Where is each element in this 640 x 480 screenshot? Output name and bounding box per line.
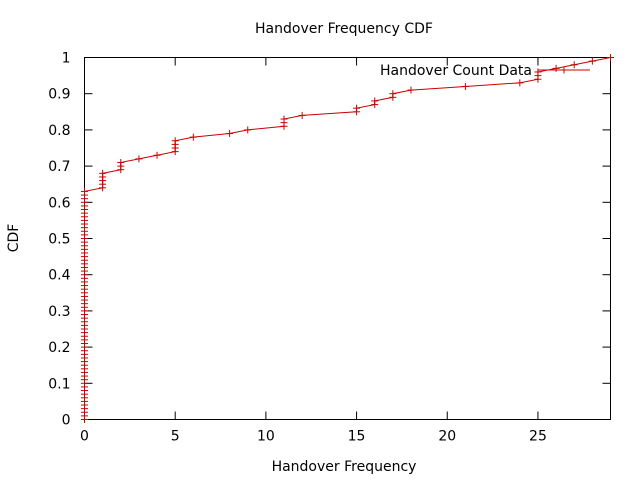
y-tick-label: 0.3	[48, 304, 70, 320]
y-tick-label: 0.5	[48, 232, 70, 248]
x-tick-label: 20	[438, 429, 456, 445]
x-tick-label: 0	[80, 429, 89, 445]
data-point	[189, 133, 197, 141]
data-point	[298, 111, 306, 119]
data-point	[99, 169, 107, 177]
data-point	[588, 57, 596, 65]
y-tick-label: 0.6	[48, 195, 70, 211]
data-point	[607, 54, 614, 61]
y-tick-label: 0.4	[48, 268, 70, 284]
y-tick-label: 0.9	[48, 87, 70, 103]
data-point	[407, 86, 415, 94]
data-point	[117, 158, 125, 166]
x-tick-label: 15	[348, 429, 366, 445]
data-point	[81, 187, 88, 195]
x-axis-label: Handover Frequency	[272, 459, 417, 475]
chart-title: Handover Frequency CDF	[255, 21, 433, 37]
data-point	[280, 115, 288, 123]
legend-label: Handover Count Data	[380, 63, 532, 79]
data-point	[135, 155, 143, 163]
data-point	[171, 137, 179, 145]
y-tick-label: 0	[62, 413, 71, 429]
data-point	[226, 130, 234, 138]
legend-marker	[560, 66, 568, 74]
legend: Handover Count Data	[380, 63, 590, 79]
data-point	[570, 61, 578, 69]
plot-frame	[84, 57, 611, 420]
x-tick-label: 25	[529, 429, 547, 445]
y-tick-label: 0.8	[48, 123, 70, 139]
axis-ticks: 0 5 10 15 20 25 0 0.1 0.2 0.3 0.4 0.5 0.6 0.7 0.8 0.9 1	[48, 51, 611, 445]
data-point	[516, 79, 524, 87]
data-point	[244, 126, 252, 134]
data-point	[534, 68, 542, 76]
y-tick-label: 0.7	[48, 159, 70, 175]
data-point	[371, 97, 379, 105]
series-layer	[81, 54, 614, 423]
data-point	[353, 104, 361, 112]
data-point	[389, 90, 397, 98]
y-tick-label: 1	[62, 51, 71, 67]
data-point	[552, 64, 560, 72]
y-tick-label: 0.1	[48, 376, 70, 392]
series-line	[84, 57, 611, 420]
y-tick-label: 0.2	[48, 340, 70, 356]
y-axis-label: CDF	[6, 224, 22, 253]
data-point	[461, 82, 469, 90]
data-point	[153, 151, 161, 159]
x-tick-label: 5	[171, 429, 180, 445]
x-tick-label: 10	[257, 429, 275, 445]
